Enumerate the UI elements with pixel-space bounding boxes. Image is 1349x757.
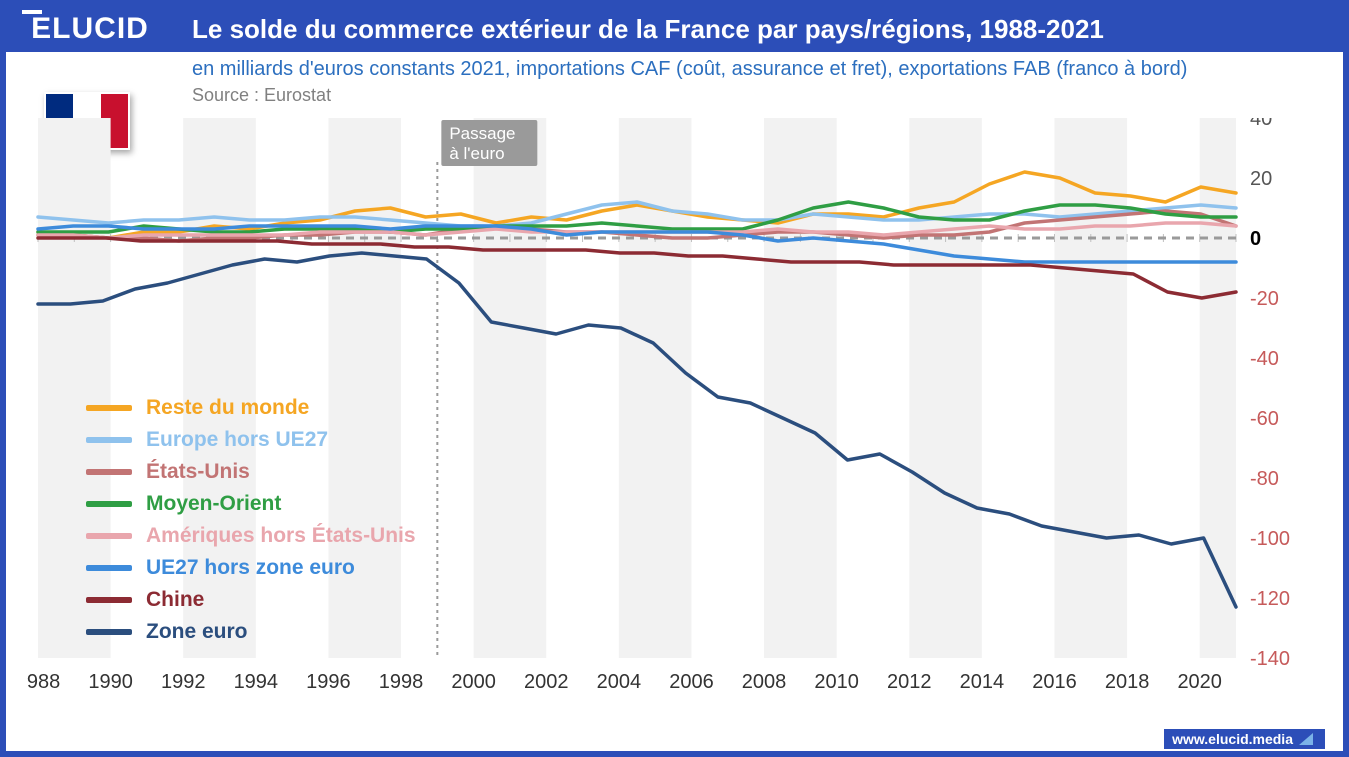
header-bar: ELUCID Le solde du commerce extérieur de… <box>6 6 1343 52</box>
legend-item: Moyen-Orient <box>86 492 416 516</box>
svg-text:2002: 2002 <box>524 671 569 693</box>
legend-item: Chine <box>86 588 416 612</box>
legend-item: Europe hors UE27 <box>86 428 416 452</box>
legend-label: Chine <box>146 588 204 612</box>
svg-text:-140: -140 <box>1250 648 1290 670</box>
legend-label: Reste du monde <box>146 396 309 420</box>
footer-triangle-icon <box>1299 733 1313 745</box>
svg-text:2006: 2006 <box>669 671 714 693</box>
chart-source: Source : Eurostat <box>192 85 1323 106</box>
legend-label: UE27 hors zone euro <box>146 556 355 580</box>
chart-legend: Reste du monde Europe hors UE27 États-Unis… <box>86 396 416 652</box>
legend-label: États-Unis <box>146 460 250 484</box>
chart-title: Le solde du commerce extérieur de la Fra… <box>178 6 1343 52</box>
chart-subtitle: en milliards d'euros constants 2021, imp… <box>192 56 1323 83</box>
legend-swatch <box>86 533 132 539</box>
svg-text:1992: 1992 <box>161 671 206 693</box>
svg-text:Passage: Passage <box>449 124 515 143</box>
svg-text:2000: 2000 <box>451 671 496 693</box>
svg-text:40: 40 <box>1250 118 1272 130</box>
svg-text:1990: 1990 <box>88 671 133 693</box>
legend-swatch <box>86 405 132 411</box>
subtitle-block: en milliards d'euros constants 2021, imp… <box>192 56 1323 106</box>
svg-text:1996: 1996 <box>306 671 351 693</box>
brand-logo: ELUCID <box>6 6 178 52</box>
legend-label: Zone euro <box>146 620 248 644</box>
brand-text: ELUCID <box>31 12 149 46</box>
svg-text:-80: -80 <box>1250 468 1279 490</box>
svg-text:0: 0 <box>1250 228 1261 250</box>
legend-swatch <box>86 469 132 475</box>
chart-frame: ELUCID Le solde du commerce extérieur de… <box>0 0 1349 757</box>
svg-text:2016: 2016 <box>1032 671 1077 693</box>
svg-text:1994: 1994 <box>234 671 279 693</box>
legend-item: États-Unis <box>86 460 416 484</box>
legend-swatch <box>86 501 132 507</box>
svg-text:2018: 2018 <box>1105 671 1150 693</box>
svg-text:-40: -40 <box>1250 348 1279 370</box>
footer-url-text: www.elucid.media <box>1172 731 1293 747</box>
svg-text:2010: 2010 <box>814 671 859 693</box>
legend-item: Amériques hors États-Unis <box>86 524 416 548</box>
legend-swatch <box>86 629 132 635</box>
svg-text:2014: 2014 <box>960 671 1005 693</box>
svg-text:-100: -100 <box>1250 528 1290 550</box>
svg-text:-60: -60 <box>1250 408 1279 430</box>
legend-swatch <box>86 437 132 443</box>
footer-url: www.elucid.media <box>1164 729 1325 749</box>
svg-text:2020: 2020 <box>1177 671 1222 693</box>
legend-label: Amériques hors États-Unis <box>146 524 416 548</box>
legend-item: UE27 hors zone euro <box>86 556 416 580</box>
legend-label: Europe hors UE27 <box>146 428 328 452</box>
svg-text:1988: 1988 <box>26 671 60 693</box>
svg-text:2008: 2008 <box>742 671 787 693</box>
svg-text:2012: 2012 <box>887 671 932 693</box>
legend-item: Reste du monde <box>86 396 416 420</box>
legend-label: Moyen-Orient <box>146 492 281 516</box>
legend-item: Zone euro <box>86 620 416 644</box>
svg-text:1998: 1998 <box>379 671 424 693</box>
svg-text:20: 20 <box>1250 168 1272 190</box>
svg-text:à l'euro: à l'euro <box>449 144 504 163</box>
legend-swatch <box>86 597 132 603</box>
svg-text:-20: -20 <box>1250 288 1279 310</box>
svg-text:-120: -120 <box>1250 588 1290 610</box>
legend-swatch <box>86 565 132 571</box>
svg-text:2004: 2004 <box>597 671 642 693</box>
